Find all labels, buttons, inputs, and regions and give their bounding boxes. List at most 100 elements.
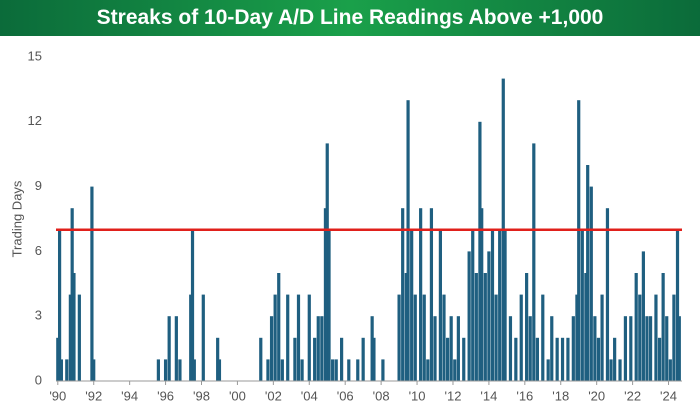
bar — [600, 294, 604, 381]
bar — [654, 294, 658, 381]
chart-title: Streaks of 10-Day A/D Line Readings Abov… — [0, 0, 700, 36]
bar — [401, 208, 405, 381]
bar — [467, 251, 471, 381]
bar — [422, 294, 426, 381]
x-tick-label: '12 — [444, 388, 461, 403]
bar — [629, 316, 633, 381]
bar — [535, 337, 540, 381]
bar — [483, 273, 487, 381]
bar — [577, 100, 581, 381]
bar — [410, 229, 414, 381]
x-tick-label: '22 — [624, 388, 641, 403]
bar — [296, 294, 301, 381]
bar — [474, 273, 478, 381]
y-tick-label: 15 — [28, 48, 42, 63]
x-tick-label: '96 — [157, 388, 174, 403]
bar — [372, 337, 376, 381]
bar — [596, 337, 601, 381]
bar — [648, 316, 653, 381]
bar — [593, 316, 597, 381]
bar — [456, 316, 460, 381]
x-tick-label: '92 — [85, 388, 102, 403]
bar — [361, 337, 365, 381]
bar — [316, 316, 320, 381]
bar — [532, 143, 536, 381]
bar — [293, 337, 297, 381]
bar — [217, 359, 222, 381]
bar — [381, 359, 385, 381]
bar — [190, 229, 195, 381]
bar — [668, 359, 672, 381]
bar — [580, 229, 584, 381]
y-tick-label: 3 — [35, 308, 42, 323]
bar — [370, 316, 374, 381]
bar — [657, 337, 662, 381]
bar — [331, 359, 335, 381]
x-tick-label: '16 — [516, 388, 533, 403]
x-tick-label: '18 — [552, 388, 569, 403]
bar — [471, 229, 475, 381]
bar — [546, 359, 550, 381]
bar — [323, 208, 328, 381]
bar — [584, 273, 588, 381]
bar — [442, 294, 446, 381]
x-tick-label: '98 — [193, 388, 210, 403]
bar — [645, 316, 649, 381]
bar — [555, 337, 559, 381]
bar — [550, 316, 554, 381]
bar — [156, 359, 160, 381]
bar — [426, 359, 430, 381]
x-tick-label: '94 — [121, 388, 138, 403]
bar — [560, 337, 565, 381]
y-tick-label: 9 — [35, 178, 42, 193]
bar — [201, 294, 205, 381]
bar — [609, 359, 613, 381]
bar — [503, 229, 507, 381]
bar — [438, 229, 443, 381]
bar — [313, 337, 317, 381]
bar — [605, 208, 610, 381]
bar — [269, 316, 274, 381]
bar — [406, 100, 410, 381]
x-tick-label: '14 — [480, 388, 497, 403]
bar — [445, 337, 450, 381]
bar — [571, 316, 575, 381]
bar — [449, 316, 453, 381]
bar — [623, 316, 628, 381]
x-tick-label: '06 — [337, 388, 354, 403]
bar — [634, 273, 638, 381]
bar — [174, 316, 178, 381]
bar — [300, 359, 304, 381]
bar — [334, 359, 338, 381]
bar — [167, 316, 171, 381]
bar — [56, 337, 60, 381]
bar — [677, 316, 681, 381]
bar — [433, 316, 437, 381]
bar — [575, 294, 579, 381]
bar — [498, 229, 502, 381]
bar — [273, 294, 277, 381]
y-tick-label: 12 — [28, 113, 42, 128]
x-tick-label: '10 — [409, 388, 426, 403]
bar — [589, 186, 593, 381]
bar — [494, 294, 498, 381]
bar — [525, 273, 529, 381]
bar — [462, 337, 466, 381]
bar — [307, 294, 311, 381]
bar — [189, 294, 193, 381]
bar — [665, 316, 669, 381]
bar — [675, 229, 680, 381]
bar — [340, 337, 344, 381]
y-tick-label: 0 — [35, 372, 42, 387]
bar — [266, 359, 270, 381]
bar — [508, 316, 513, 381]
bar — [90, 186, 94, 381]
x-tick-label: '90 — [49, 388, 66, 403]
y-axis-label: Trading Days — [9, 180, 24, 257]
bar — [178, 359, 182, 381]
bar — [478, 121, 482, 382]
bar — [280, 359, 284, 381]
y-tick-label: 6 — [35, 243, 42, 258]
bar — [480, 208, 484, 381]
